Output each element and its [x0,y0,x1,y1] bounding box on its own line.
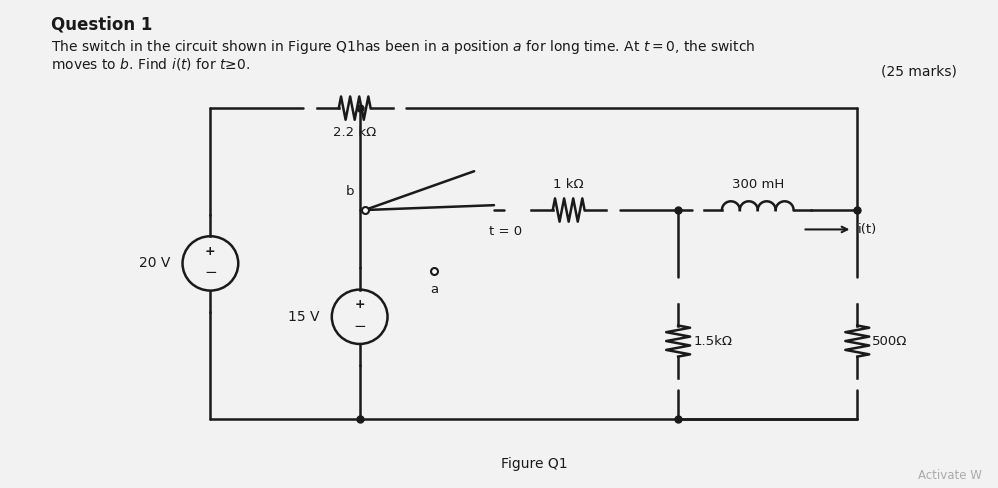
Text: a: a [430,283,438,296]
Text: The switch in the circuit shown in Figure Q1has been in a position $a$ for long : The switch in the circuit shown in Figur… [51,38,755,56]
Text: +: + [205,244,216,258]
Text: 300 mH: 300 mH [732,178,783,191]
Text: i(t): i(t) [857,223,876,236]
Text: moves to $b$. Find $i(t)$ for $t ≥ 0$.: moves to $b$. Find $i(t)$ for $t ≥ 0$. [51,56,250,72]
Text: (25 marks): (25 marks) [881,64,957,79]
Text: t = 0: t = 0 [489,224,522,238]
Text: 1 kΩ: 1 kΩ [553,178,584,191]
Text: Activate W: Activate W [918,469,982,482]
Text: 2.2 kΩ: 2.2 kΩ [333,125,376,139]
Text: b: b [345,185,354,199]
Text: 500Ω: 500Ω [872,335,907,347]
Text: −: − [353,319,366,334]
Text: Figure Q1: Figure Q1 [501,457,567,471]
Text: −: − [204,265,217,281]
Text: 1.5kΩ: 1.5kΩ [693,335,733,347]
Text: 20 V: 20 V [139,256,171,270]
Text: +: + [354,298,365,311]
Text: 15 V: 15 V [288,310,320,324]
Text: Question 1: Question 1 [51,16,153,34]
